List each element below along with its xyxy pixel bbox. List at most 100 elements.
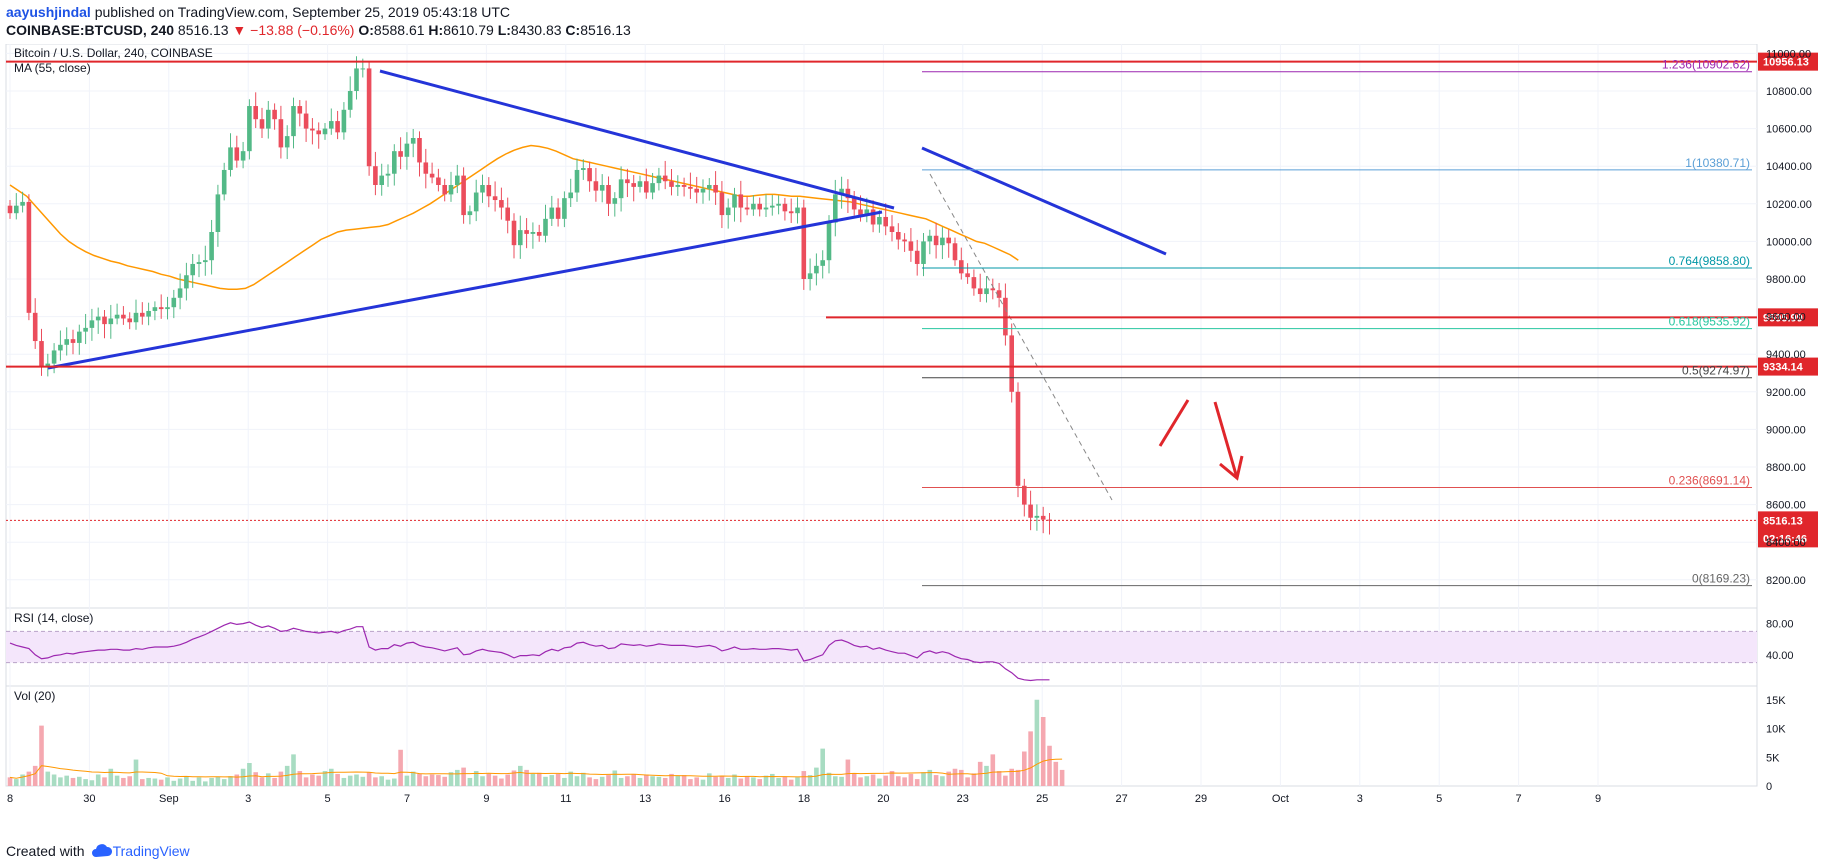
volume-bar (555, 773, 561, 786)
volume-bar (152, 778, 158, 786)
volume-bar (795, 777, 800, 786)
candle-body (713, 185, 718, 193)
candle-body (423, 162, 429, 174)
volume-bar (121, 777, 126, 786)
candle-body (625, 179, 630, 184)
volume-bar (253, 772, 258, 786)
volume-bar (455, 769, 460, 786)
volume-bar (511, 770, 517, 786)
volume-bar (599, 776, 605, 786)
volume-bar (593, 779, 599, 786)
volume-bar (574, 776, 580, 786)
candle-body (410, 138, 416, 144)
volume-layer (7, 699, 1065, 786)
ma-label: MA (55, close) (14, 61, 91, 75)
candle-body (877, 216, 882, 225)
low-value: 8430.83 (510, 22, 562, 38)
volume-bar (423, 776, 429, 786)
tradingview-logo[interactable]: TradingView (91, 843, 190, 859)
candle-body (1034, 515, 1040, 518)
volume-bar (196, 777, 202, 786)
volume-bar (140, 779, 145, 786)
candle-body (121, 314, 126, 319)
trendline-lower[interactable] (47, 210, 883, 370)
candle-body (284, 136, 290, 148)
volume-bar (1034, 699, 1040, 786)
price-tag-label: 9595.99 (1763, 312, 1803, 324)
candle-body (171, 297, 177, 308)
symbol-name: COINBASE:BTCUSD, 240 (6, 22, 175, 38)
drawing-layer (47, 69, 1244, 501)
volume-bar (662, 777, 668, 786)
candle-body (505, 207, 510, 221)
volume-bar (807, 775, 813, 786)
tradingview-cloud-icon (91, 844, 112, 857)
fib-level-label: 1.236(10902.62) (1662, 58, 1750, 72)
candle-body (549, 207, 555, 219)
candle-body (530, 232, 536, 234)
volume-bar (240, 768, 246, 786)
volume-bar (436, 775, 441, 786)
volume-bar (278, 771, 284, 786)
volume-pane[interactable] (5, 685, 1758, 787)
volume-bar (839, 776, 844, 786)
price-tag-label: 10956.13 (1763, 57, 1809, 69)
candle-body (946, 237, 951, 244)
price-pane[interactable] (5, 44, 1758, 609)
arrow-up-stroke (1158, 399, 1190, 447)
candle-body (436, 177, 441, 185)
candle-body (146, 310, 151, 317)
candle-body (240, 151, 246, 161)
candle-body (70, 339, 76, 343)
candle-body (732, 194, 737, 208)
time-tick-label: 3 (1357, 793, 1363, 805)
volume-bar (814, 767, 819, 786)
volume-bar (322, 771, 328, 786)
chart-canvas[interactable]: 10956.13 9595.99 9334.14 1.236(10902.62) 1(1… (0, 44, 1828, 844)
volume-bar (26, 771, 32, 786)
high-value: 8610.79 (443, 22, 494, 38)
time-tick-label: 16 (718, 793, 730, 805)
candle-body (650, 183, 655, 193)
volume-bar (228, 776, 233, 786)
tradingview-brand: TradingView (112, 843, 190, 859)
volume-bar (675, 775, 681, 786)
time-tick-label: 29 (1195, 793, 1207, 805)
candle-body (776, 203, 781, 206)
volume-bar (782, 776, 788, 786)
volume-bar (914, 779, 920, 786)
volume-bar (1059, 769, 1065, 786)
candle-body (990, 288, 996, 291)
time-tick-label: 3 (245, 793, 251, 805)
volume-bar (215, 776, 221, 786)
candle-body (228, 147, 233, 170)
candle-body (568, 192, 573, 199)
fib-level-label: 0.236(8691.14) (1669, 473, 1750, 487)
volume-bar (996, 771, 1002, 786)
candle-body (851, 198, 857, 210)
candle-body (606, 185, 611, 204)
volume-bar (587, 777, 592, 786)
time-tick-label: Oct (1272, 793, 1289, 805)
candle-body (366, 68, 372, 167)
volume-bar (329, 768, 334, 786)
volume-bar (486, 773, 492, 786)
publisher-name[interactable]: aayushjindal (6, 4, 91, 20)
candle-body (637, 181, 643, 187)
price-tick-label: 9000.00 (1766, 424, 1806, 436)
volume-bar (530, 773, 536, 786)
candle-body (278, 119, 284, 148)
candle-body (725, 207, 731, 216)
volume-bar (366, 772, 372, 786)
candle-body (360, 68, 366, 70)
volume-bar (757, 779, 762, 786)
candle-body (58, 344, 63, 351)
trendline-recent[interactable] (921, 146, 1167, 256)
volume-bar (851, 773, 857, 786)
candle-body (322, 128, 328, 135)
candle-body (1040, 515, 1046, 520)
candle-body (26, 201, 32, 313)
trendline-upper[interactable] (379, 69, 895, 210)
candle-body (209, 232, 214, 261)
time-tick-label: 5 (325, 793, 331, 805)
